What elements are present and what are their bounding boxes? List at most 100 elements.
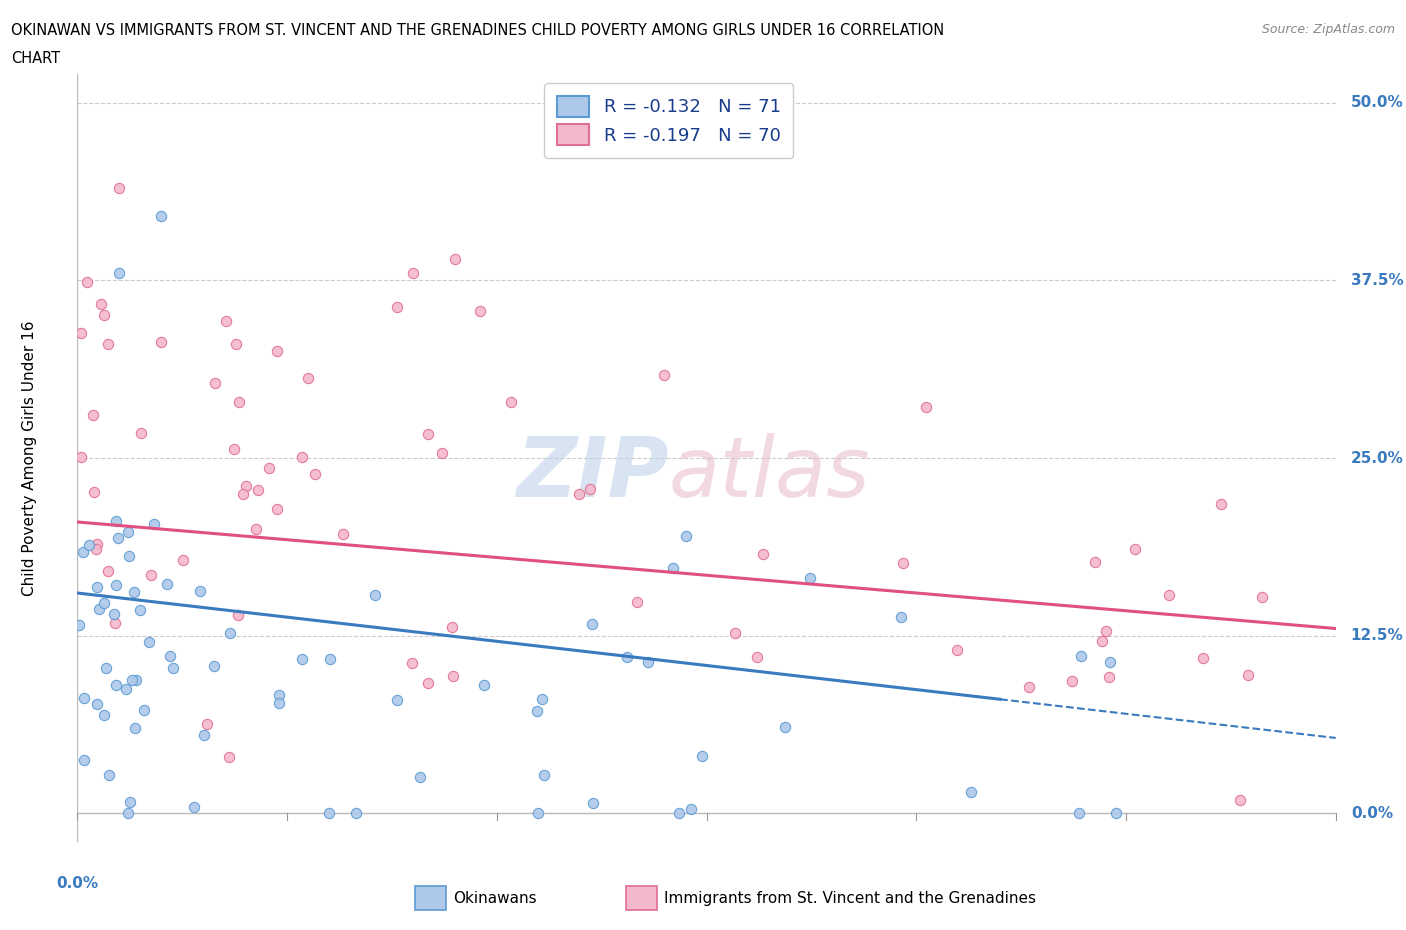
Point bbox=[652, 367, 675, 382]
Point bbox=[501, 395, 523, 410]
Text: 50.0%: 50.0% bbox=[1351, 95, 1403, 111]
Text: Immigrants from St. Vincent and the Grenadines: Immigrants from St. Vincent and the Gren… bbox=[664, 891, 1036, 906]
Point bbox=[773, 720, 796, 735]
Point bbox=[79, 538, 101, 552]
Point bbox=[188, 584, 211, 599]
Point bbox=[97, 337, 120, 352]
Point bbox=[90, 297, 112, 312]
Point bbox=[183, 800, 205, 815]
Point bbox=[76, 274, 98, 289]
Point bbox=[387, 693, 409, 708]
Point bbox=[107, 530, 129, 545]
Point bbox=[661, 561, 683, 576]
Point bbox=[616, 650, 638, 665]
Point bbox=[247, 483, 270, 498]
Text: 0.0%: 0.0% bbox=[1351, 805, 1393, 821]
Point bbox=[108, 266, 131, 281]
Point bbox=[915, 399, 938, 414]
Point bbox=[1018, 680, 1040, 695]
Point bbox=[204, 376, 226, 391]
Point bbox=[149, 335, 172, 350]
Point bbox=[332, 526, 354, 541]
Point bbox=[215, 313, 238, 328]
Point bbox=[1237, 667, 1260, 682]
Point bbox=[89, 602, 111, 617]
Text: OKINAWAN VS IMMIGRANTS FROM ST. VINCENT AND THE GRENADINES CHILD POVERTY AMONG G: OKINAWAN VS IMMIGRANTS FROM ST. VINCENT … bbox=[11, 23, 945, 38]
Point bbox=[1091, 634, 1114, 649]
Point bbox=[474, 678, 496, 693]
Point bbox=[97, 768, 120, 783]
Point bbox=[121, 672, 143, 687]
Point bbox=[245, 522, 267, 537]
Point bbox=[104, 578, 127, 592]
Text: 37.5%: 37.5% bbox=[1351, 272, 1403, 288]
Point bbox=[1084, 554, 1107, 569]
Point bbox=[86, 580, 108, 595]
Point bbox=[159, 648, 181, 663]
Point bbox=[578, 482, 600, 497]
Point bbox=[402, 266, 425, 281]
Point bbox=[1159, 588, 1181, 603]
Point bbox=[132, 702, 155, 717]
Point bbox=[219, 626, 242, 641]
Point bbox=[385, 299, 408, 314]
Point bbox=[530, 692, 553, 707]
Point bbox=[468, 303, 491, 318]
Point bbox=[1229, 792, 1251, 807]
Point bbox=[409, 770, 432, 785]
Point bbox=[84, 541, 107, 556]
Point bbox=[86, 537, 108, 551]
Point bbox=[150, 209, 173, 224]
Point bbox=[156, 577, 179, 591]
Point bbox=[946, 643, 969, 658]
Point bbox=[124, 672, 146, 687]
Point bbox=[93, 595, 115, 610]
Point bbox=[103, 606, 125, 621]
Point bbox=[195, 717, 218, 732]
Point bbox=[138, 634, 160, 649]
Point bbox=[626, 594, 648, 609]
Point bbox=[747, 649, 769, 664]
Point bbox=[83, 485, 105, 499]
Point bbox=[799, 570, 821, 585]
Point bbox=[1098, 655, 1121, 670]
Point bbox=[526, 703, 548, 718]
Point bbox=[1069, 805, 1091, 820]
Text: 0.0%: 0.0% bbox=[56, 876, 98, 891]
Point bbox=[681, 801, 703, 816]
Point bbox=[890, 609, 912, 624]
Point bbox=[304, 466, 326, 481]
Point bbox=[70, 450, 93, 465]
Text: Okinawans: Okinawans bbox=[453, 891, 536, 906]
Point bbox=[97, 564, 120, 578]
Point bbox=[120, 794, 142, 809]
Point bbox=[1094, 624, 1116, 639]
Point bbox=[527, 805, 550, 820]
Point bbox=[266, 501, 288, 516]
Point bbox=[93, 708, 115, 723]
Point bbox=[225, 337, 247, 352]
Point bbox=[1123, 542, 1146, 557]
Text: Source: ZipAtlas.com: Source: ZipAtlas.com bbox=[1261, 23, 1395, 36]
Text: 12.5%: 12.5% bbox=[1351, 628, 1403, 644]
Point bbox=[129, 425, 152, 440]
Point bbox=[226, 608, 249, 623]
Point bbox=[430, 445, 453, 460]
Point bbox=[143, 516, 166, 531]
Point bbox=[319, 652, 342, 667]
Text: atlas: atlas bbox=[669, 432, 870, 514]
Point bbox=[893, 555, 915, 570]
Point bbox=[108, 180, 131, 195]
Point bbox=[69, 618, 91, 633]
Point bbox=[128, 603, 150, 618]
Point bbox=[724, 625, 747, 640]
Point bbox=[690, 749, 713, 764]
Point bbox=[222, 442, 245, 457]
Point bbox=[72, 544, 94, 559]
Text: Child Poverty Among Girls Under 16: Child Poverty Among Girls Under 16 bbox=[22, 320, 37, 596]
Point bbox=[568, 486, 591, 501]
Point bbox=[675, 528, 697, 543]
Point bbox=[172, 552, 194, 567]
Point bbox=[86, 697, 108, 711]
Point bbox=[960, 784, 983, 799]
